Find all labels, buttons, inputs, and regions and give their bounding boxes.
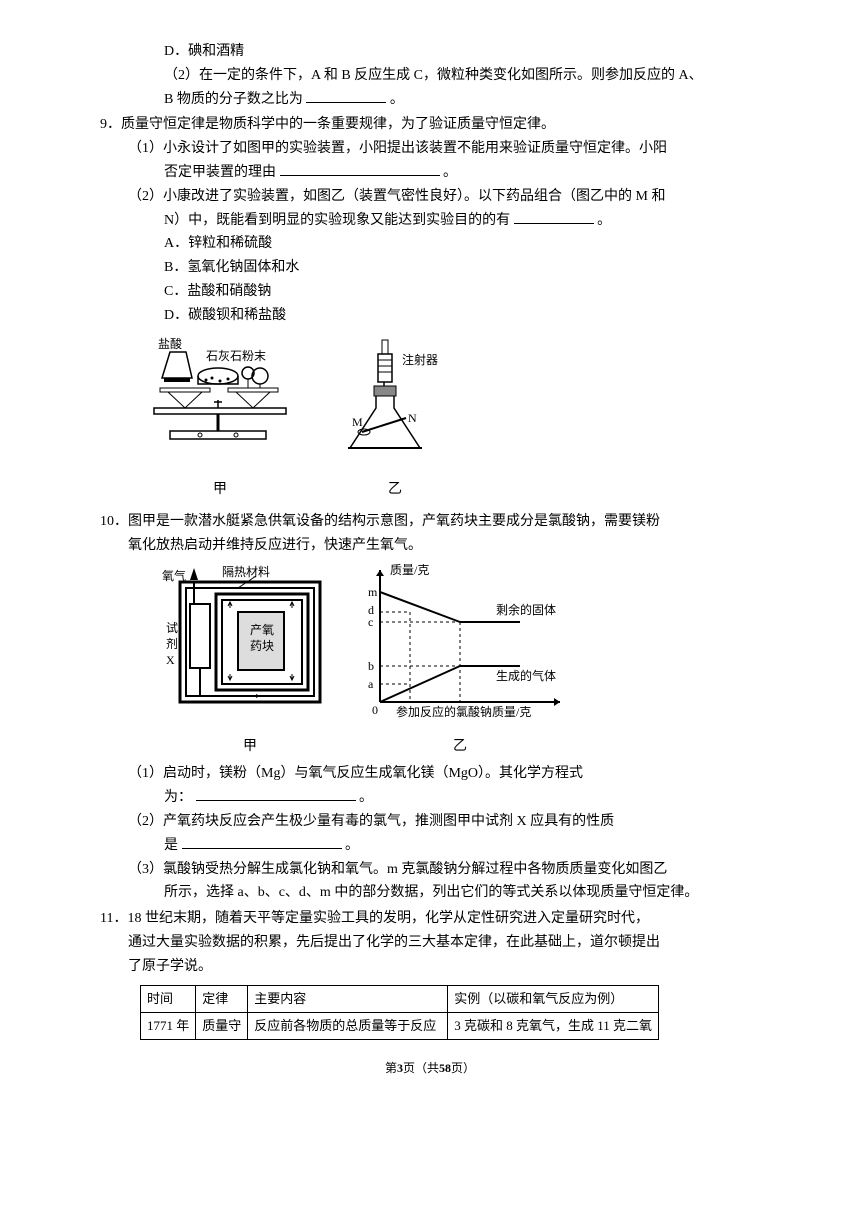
svg-text:b: b bbox=[368, 659, 374, 673]
q8-part2-a: （2）在一定的条件下，A 和 B 反应生成 C，微粒种类变化如图所示。则参加反应… bbox=[100, 64, 760, 88]
flask-syringe-icon: 注射器 M N bbox=[330, 336, 460, 466]
q9-opt-a: A．锌粒和稀硫酸 bbox=[100, 232, 760, 256]
svg-text:质量/克: 质量/克 bbox=[390, 563, 429, 577]
q11-l3: 了原子学说。 bbox=[100, 955, 760, 979]
svg-text:M: M bbox=[352, 415, 363, 429]
blank-q8[interactable] bbox=[306, 89, 386, 103]
svg-text:0: 0 bbox=[372, 703, 378, 717]
q10-num: 10． bbox=[100, 514, 128, 529]
blank-q10-1[interactable] bbox=[196, 787, 356, 801]
q8-p2b-post: 。 bbox=[390, 92, 404, 107]
q10-p1b-post: 。 bbox=[359, 790, 373, 805]
q9-opt-d: D．碳酸钡和稀盐酸 bbox=[100, 304, 760, 328]
page-footer: 第3页（共58页） bbox=[100, 1058, 760, 1078]
th-content: 主要内容 bbox=[248, 985, 448, 1012]
q9-opt-b: B．氢氧化钠固体和水 bbox=[100, 256, 760, 280]
svg-text:N: N bbox=[408, 411, 417, 425]
svg-text:剂: 剂 bbox=[166, 636, 178, 651]
q9-p1b-post: 。 bbox=[443, 165, 457, 180]
mass-chart-icon: 质量/克 剩余的固体 生成的气体 m d c b a 0 参加反应的氯酸钠质 bbox=[350, 562, 570, 722]
q10-p1b-pre: 为： bbox=[164, 790, 192, 805]
svg-text:c: c bbox=[368, 615, 373, 629]
footer-total: 58 bbox=[439, 1061, 451, 1075]
svg-text:药块: 药块 bbox=[250, 639, 274, 653]
q9-figures: 盐酸 石灰石粉末 bbox=[100, 336, 760, 503]
svg-text:隔热材料: 隔热材料 bbox=[222, 565, 270, 579]
cell-law: 质量守 bbox=[196, 1012, 248, 1039]
svg-text:参加反应的氯酸钠质量/克: 参加反应的氯酸钠质量/克 bbox=[396, 704, 531, 719]
q9-opt-c: C．盐酸和硝酸钠 bbox=[100, 280, 760, 304]
q10-line1: 10．图甲是一款潜水艇紧急供氧设备的结构示意图，产氧药块主要成分是氯酸钠，需要镁… bbox=[100, 510, 760, 534]
th-time: 时间 bbox=[141, 985, 196, 1012]
q9-fig2-caption: 乙 bbox=[330, 478, 460, 502]
th-example: 实例（以碳和氧气反应为例） bbox=[448, 985, 659, 1012]
q10-lead2: 氧化放热启动并维持反应进行，快速产生氧气。 bbox=[100, 534, 760, 558]
q10-p3b: 所示，选择 a、b、c、d、m 中的部分数据，列出它们的等式关系以体现质量守恒定… bbox=[100, 881, 760, 905]
table-row: 时间 定律 主要内容 实例（以碳和氧气反应为例） bbox=[141, 985, 659, 1012]
q11-l2: 通过大量实验数据的积累，先后提出了化学的三大基本定律，在此基础上，道尔顿提出 bbox=[100, 931, 760, 955]
q11-table: 时间 定律 主要内容 实例（以碳和氧气反应为例） 1771 年 质量守 反应前各… bbox=[140, 985, 659, 1040]
q11-num: 11． bbox=[100, 911, 127, 926]
q10-fig2: 质量/克 剩余的固体 生成的气体 m d c b a 0 参加反应的氯酸钠质 bbox=[350, 562, 570, 759]
svg-text:X: X bbox=[166, 653, 175, 667]
q9-p2b-pre: N）中，既能看到明显的实验现象又能达到实验目的的有 bbox=[164, 213, 510, 228]
q10-p2b-pre: 是 bbox=[164, 838, 178, 853]
q8-part2-b: B 物质的分子数之比为 。 bbox=[100, 88, 760, 112]
q9-fig1-caption: 甲 bbox=[140, 478, 300, 502]
q10-lead1: 图甲是一款潜水艇紧急供氧设备的结构示意图，产氧药块主要成分是氯酸钠，需要镁粉 bbox=[128, 514, 660, 529]
q9-p2b: N）中，既能看到明显的实验现象又能达到实验目的的有 。 bbox=[100, 209, 760, 233]
svg-text:注射器: 注射器 bbox=[402, 352, 438, 367]
svg-text:试: 试 bbox=[166, 620, 178, 635]
oxygen-device-icon: 氧气 隔热材料 产氧 药块 试 剂 X bbox=[160, 562, 340, 722]
q10-fig1-caption: 甲 bbox=[160, 735, 340, 759]
q9-p1b: 否定甲装置的理由 。 bbox=[100, 161, 760, 185]
balance-scale-icon: 盐酸 石灰石粉末 bbox=[140, 336, 300, 466]
q10-p2b-post: 。 bbox=[345, 838, 359, 853]
svg-text:剩余的固体: 剩余的固体 bbox=[496, 602, 556, 617]
th-law: 定律 bbox=[196, 985, 248, 1012]
svg-text:石灰石粉末: 石灰石粉末 bbox=[206, 349, 266, 363]
svg-text:生成的气体: 生成的气体 bbox=[496, 668, 556, 683]
q9-p1a: （1）小永设计了如图甲的实验装置，小阳提出该装置不能用来验证质量守恒定律。小阳 bbox=[100, 137, 760, 161]
q9-line1: 9．质量守恒定律是物质科学中的一条重要规律，为了验证质量守恒定律。 bbox=[100, 113, 760, 137]
q9-fig1: 盐酸 石灰石粉末 bbox=[140, 336, 300, 503]
q11-l1: 18 世纪末期，随着天平等定量实验工具的发明，化学从定性研究进入定量研究时代， bbox=[127, 911, 649, 926]
cell-example: 3 克碳和 8 克氧气，生成 11 克二氧 bbox=[448, 1012, 659, 1039]
cell-time: 1771 年 bbox=[141, 1012, 196, 1039]
q11-line1: 11．18 世纪末期，随着天平等定量实验工具的发明，化学从定性研究进入定量研究时… bbox=[100, 907, 760, 931]
q10-figures: 氧气 隔热材料 产氧 药块 试 剂 X bbox=[100, 562, 760, 759]
q9-lead: 质量守恒定律是物质科学中的一条重要规律，为了验证质量守恒定律。 bbox=[121, 117, 555, 132]
q10-fig2-caption: 乙 bbox=[350, 735, 570, 759]
q9-p1b-pre: 否定甲装置的理由 bbox=[164, 165, 276, 180]
svg-text:产氧: 产氧 bbox=[250, 623, 274, 637]
q10-fig1: 氧气 隔热材料 产氧 药块 试 剂 X bbox=[160, 562, 340, 759]
blank-q9-2[interactable] bbox=[514, 210, 594, 224]
q9-p2a: （2）小康改进了实验装置，如图乙（装置气密性良好）。以下药品组合（图乙中的 M … bbox=[100, 185, 760, 209]
footer-post: 页） bbox=[451, 1061, 475, 1075]
q9-fig2: 注射器 M N 乙 bbox=[330, 336, 460, 503]
blank-q10-2[interactable] bbox=[182, 835, 342, 849]
q10-p1a: （1）启动时，镁粉（Mg）与氧气反应生成氧化镁（MgO）。其化学方程式 bbox=[100, 762, 760, 786]
footer-pre: 第 bbox=[385, 1061, 397, 1075]
q10-p3a: （3）氯酸钠受热分解生成氯化钠和氧气。m 克氯酸钠分解过程中各物质质量变化如图乙 bbox=[100, 858, 760, 882]
q9-p2b-post: 。 bbox=[597, 213, 611, 228]
q10-p2b: 是 。 bbox=[100, 834, 760, 858]
svg-text:m: m bbox=[368, 585, 378, 599]
q9-num: 9． bbox=[100, 117, 121, 132]
table-row: 1771 年 质量守 反应前各物质的总质量等于反应 3 克碳和 8 克氧气，生成… bbox=[141, 1012, 659, 1039]
q8-opt-d: D．碘和酒精 bbox=[100, 40, 760, 64]
q10-p1b: 为： 。 bbox=[100, 786, 760, 810]
blank-q9-1[interactable] bbox=[280, 162, 440, 176]
q10-p2a: （2）产氧药块反应会产生极少量有毒的氯气，推测图甲中试剂 X 应具有的性质 bbox=[100, 810, 760, 834]
cell-content: 反应前各物质的总质量等于反应 bbox=[248, 1012, 448, 1039]
svg-text:盐酸: 盐酸 bbox=[158, 336, 182, 351]
footer-mid: 页（共 bbox=[403, 1061, 439, 1075]
q8-p2b-pre: B 物质的分子数之比为 bbox=[164, 92, 303, 107]
svg-text:a: a bbox=[368, 677, 374, 691]
